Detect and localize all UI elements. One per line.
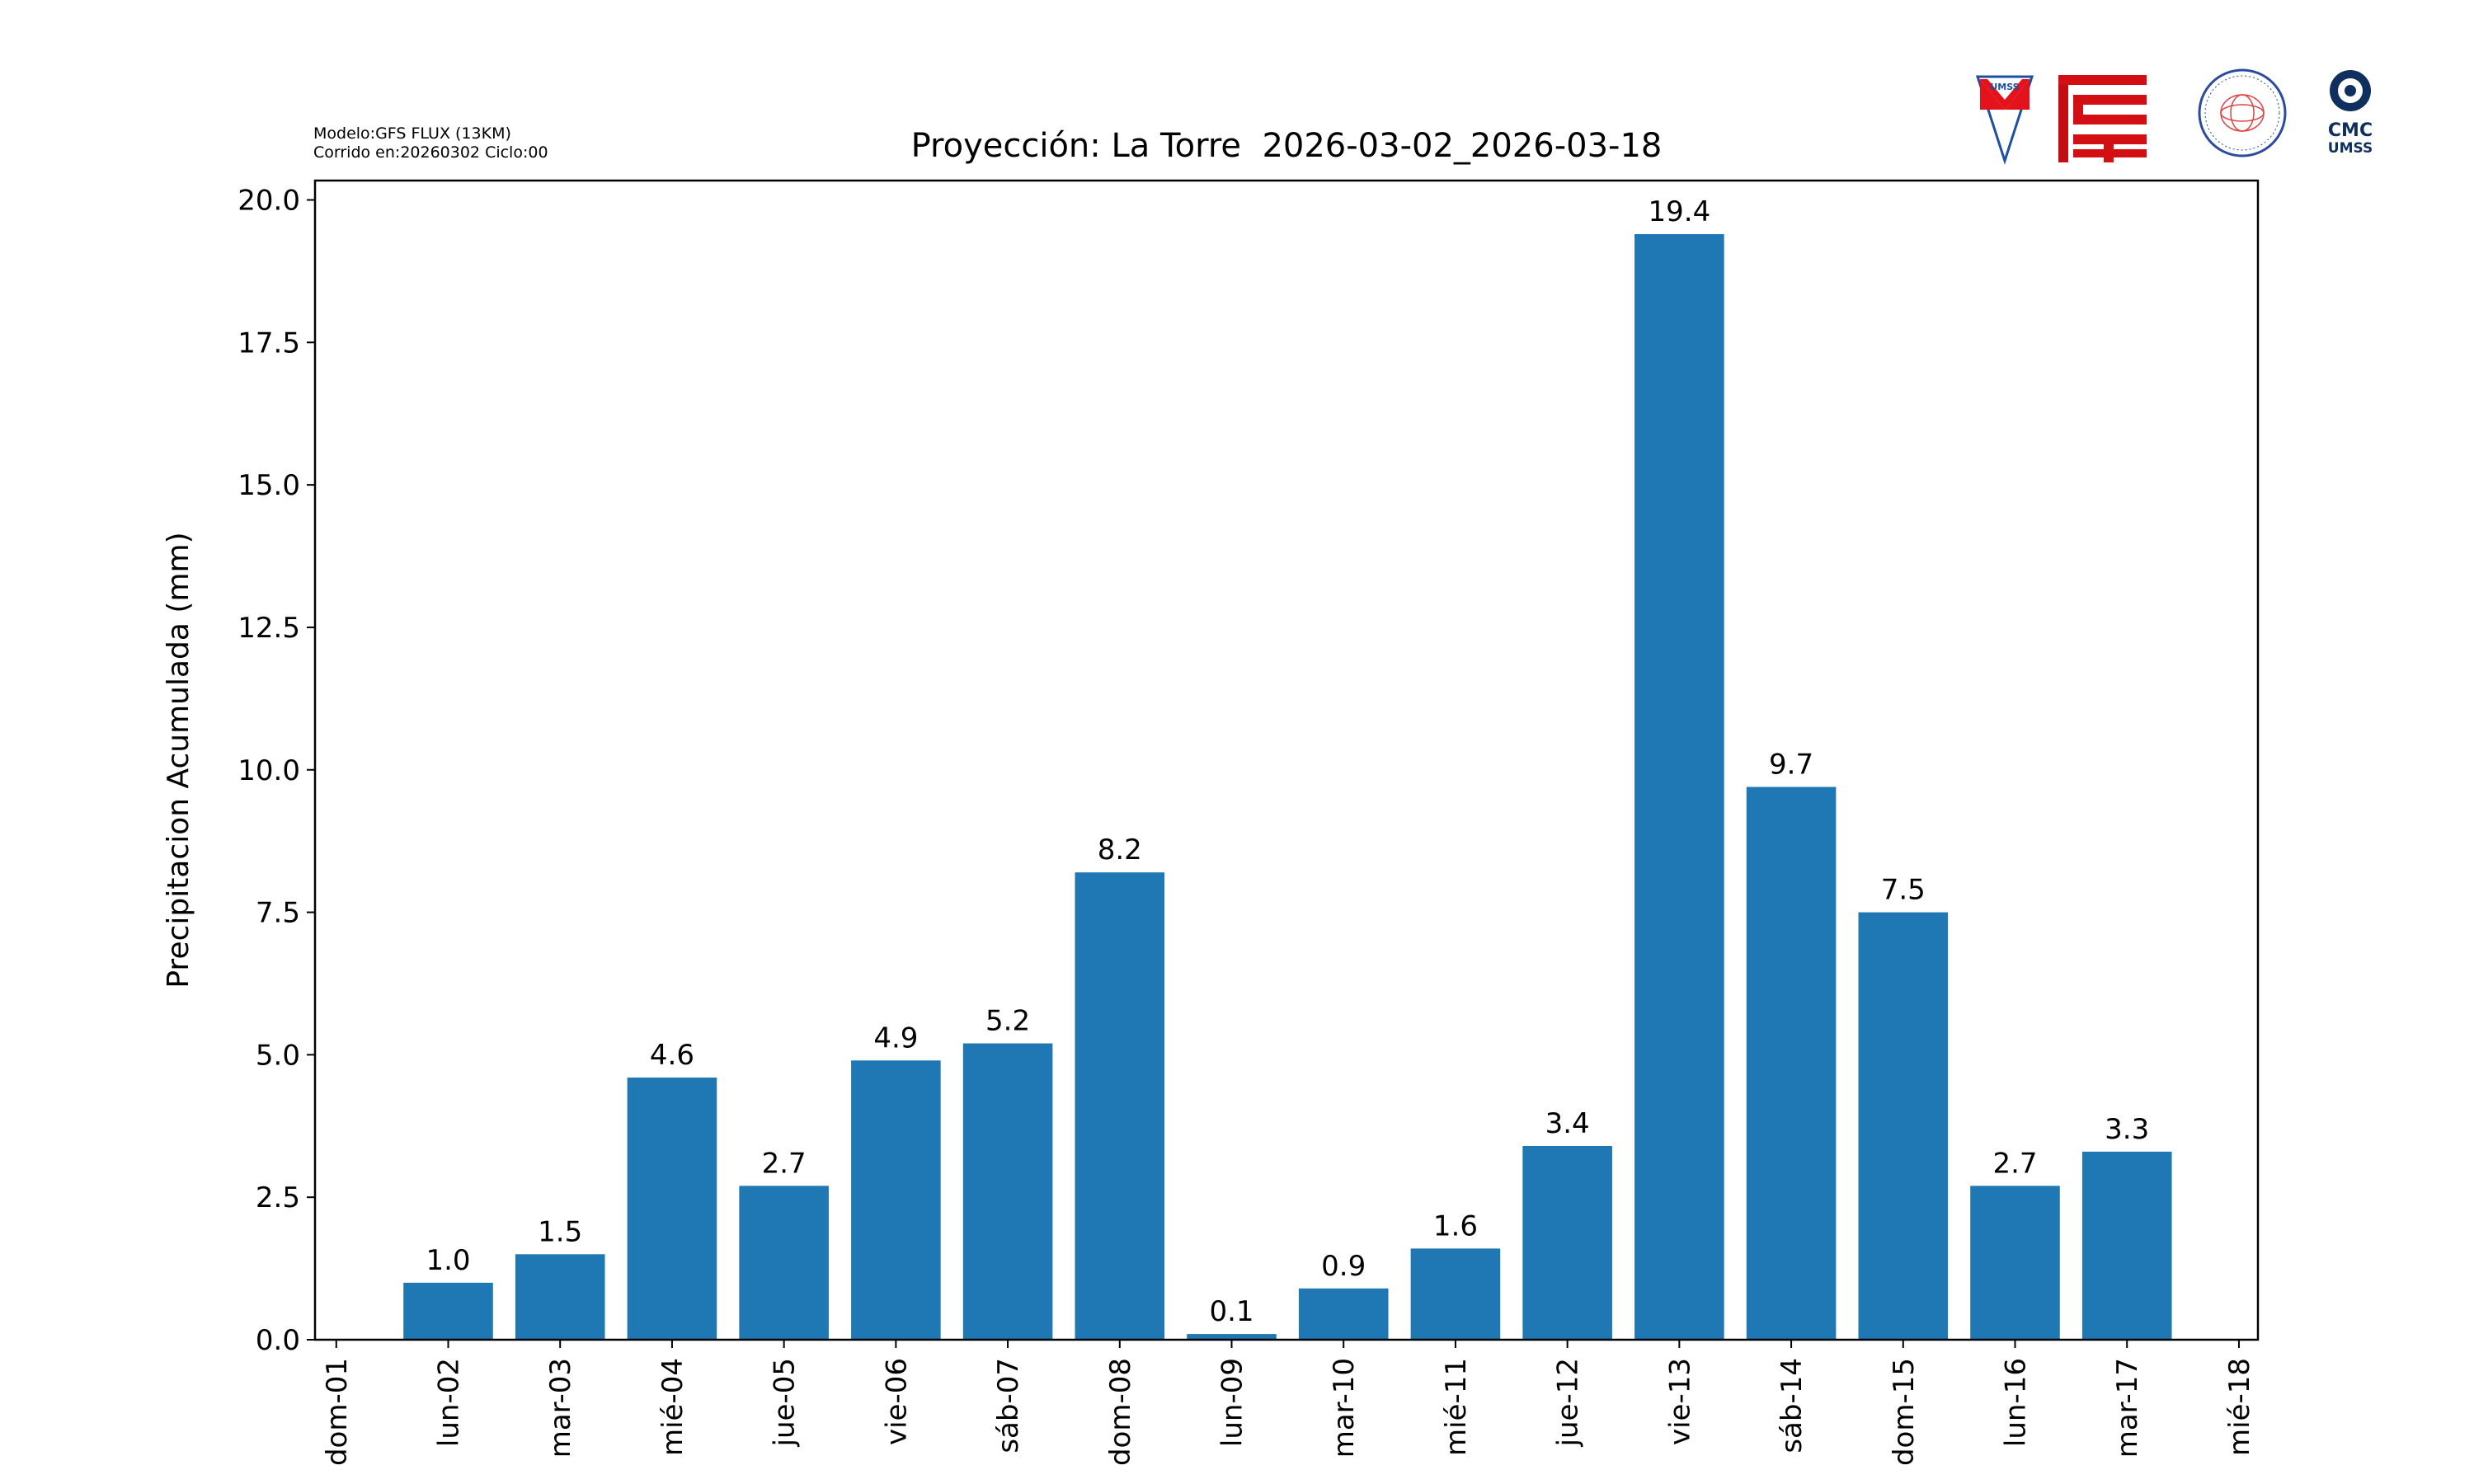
bar-lun-09 — [1187, 1334, 1277, 1340]
data-label: 1.5 — [538, 1215, 582, 1248]
bar-dom-15 — [1858, 912, 1949, 1340]
x-axis: dom-01 lun-02 mar-03 mié-04 jue-05 vie-06 sáb-… — [321, 1340, 2256, 1466]
bar-dom-08 — [1075, 872, 1165, 1340]
x-tick-label: lun-02 — [433, 1358, 466, 1447]
y-tick-label: 5.0 — [256, 1039, 300, 1072]
data-label: 1.0 — [426, 1244, 470, 1277]
umss-logo: UMSS — [1975, 75, 2034, 165]
bar-jue-12 — [1522, 1145, 1612, 1340]
x-tick-label: vie-06 — [880, 1358, 913, 1445]
data-label: 2.7 — [762, 1147, 807, 1180]
bar-mié-11 — [1410, 1248, 1501, 1340]
x-tick-label: jue-05 — [769, 1358, 802, 1447]
data-label: 0.1 — [1209, 1295, 1253, 1328]
bar-mar-10 — [1298, 1288, 1389, 1340]
svg-text:UMSS: UMSS — [1990, 82, 2019, 92]
fcyt-logo — [2058, 75, 2147, 162]
data-label: 2.7 — [1992, 1147, 2037, 1180]
data-label: 3.4 — [1545, 1107, 1590, 1140]
model-info: Modelo:GFS FLUX (13KM) — [313, 124, 511, 143]
x-tick-label: dom-08 — [1104, 1358, 1137, 1466]
data-label: 19.4 — [1649, 195, 1711, 228]
y-tick-label: 10.0 — [238, 754, 300, 787]
cmc-umss-logo: CMC UMSS — [2328, 70, 2373, 157]
x-tick-label: mar-17 — [2111, 1358, 2144, 1458]
data-label: 1.6 — [1433, 1209, 1478, 1242]
plot-frame — [313, 179, 2260, 1341]
x-tick-label: vie-13 — [1663, 1358, 1696, 1445]
bar-jue-05 — [739, 1186, 829, 1340]
y-axis-label: Precipitacion Acumulada (mm) — [162, 532, 195, 988]
x-tick-label: dom-01 — [321, 1358, 354, 1466]
data-label: 4.6 — [650, 1039, 694, 1072]
y-axis: 0.0 2.5 5.0 7.5 10.0 12.5 15.0 17.5 20.0 — [238, 185, 315, 1357]
bar-vie-06 — [851, 1060, 941, 1340]
data-label: 9.7 — [1769, 748, 1813, 781]
bar-sáb-14 — [1746, 787, 1837, 1340]
svg-text:CMC: CMC — [2328, 120, 2373, 141]
y-tick-label: 7.5 — [256, 897, 300, 930]
svg-text:UMSS: UMSS — [2328, 140, 2373, 157]
bar-sáb-07 — [962, 1043, 1053, 1340]
x-tick-label: mié-11 — [1440, 1358, 1473, 1456]
data-label: 4.9 — [873, 1021, 918, 1054]
x-tick-label: mié-04 — [656, 1358, 689, 1456]
bar-mié-04 — [627, 1078, 717, 1340]
bar-mar-17 — [2081, 1151, 2172, 1340]
run-info: Corrido en:20260302 Ciclo:00 — [313, 143, 548, 162]
y-tick-label: 15.0 — [238, 469, 300, 502]
x-tick-label: sáb-07 — [992, 1358, 1025, 1453]
data-label: 8.2 — [1098, 834, 1142, 866]
y-tick-label: 2.5 — [256, 1181, 300, 1214]
y-tick-label: 20.0 — [238, 185, 300, 218]
bar-vie-13 — [1634, 233, 1724, 1340]
bar-lun-16 — [1970, 1186, 2060, 1340]
y-tick-label: 0.0 — [256, 1324, 300, 1357]
data-label: 3.3 — [2105, 1113, 2149, 1146]
y-tick-label: 12.5 — [238, 612, 300, 645]
x-tick-label: mié-18 — [2223, 1358, 2256, 1456]
data-label: 7.5 — [1881, 874, 1926, 907]
x-tick-label: lun-09 — [1216, 1358, 1249, 1447]
data-labels-layer: 1.0 1.5 4.6 2.7 4.9 5.2 8.2 0.1 0.9 1.6 3.4 19.4 9.7… — [426, 195, 2149, 1328]
departamento-fisica-logo — [2198, 68, 2287, 157]
x-tick-label: lun-16 — [2000, 1358, 2033, 1447]
bar-lun-02 — [403, 1282, 493, 1340]
x-tick-label: dom-15 — [1888, 1358, 1921, 1466]
bars-layer — [403, 233, 2172, 1340]
y-tick-label: 17.5 — [238, 326, 300, 359]
x-tick-label: sáb-14 — [1776, 1358, 1808, 1453]
data-label: 5.2 — [985, 1005, 1030, 1038]
data-label: 0.9 — [1321, 1250, 1366, 1283]
chart-title: Proyección: La Torre 2026-03-02_2026-03-… — [911, 127, 1663, 165]
x-tick-label: mar-10 — [1328, 1358, 1361, 1458]
x-tick-label: jue-12 — [1552, 1358, 1585, 1447]
bar-mar-03 — [515, 1254, 605, 1340]
x-tick-label: mar-03 — [544, 1358, 577, 1458]
